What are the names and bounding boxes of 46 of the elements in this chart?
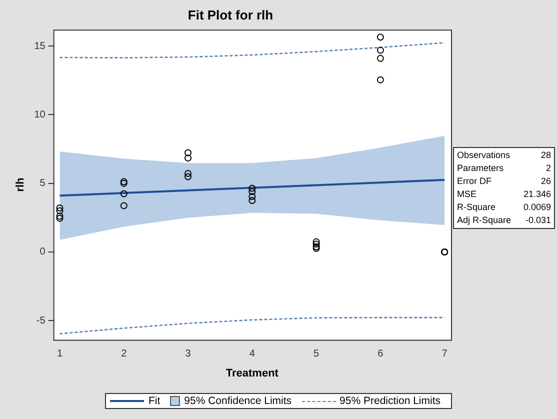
point bbox=[376, 34, 384, 41]
x-tick-label: 3 bbox=[185, 348, 192, 360]
point bbox=[248, 196, 256, 204]
x-axis-title: Treatment bbox=[226, 367, 279, 380]
x-tick-label: 4 bbox=[249, 348, 256, 360]
y-tick-label: 0 bbox=[40, 246, 46, 258]
text: R-Square 0.0069 bbox=[457, 202, 551, 212]
y-tick-label: -5 bbox=[36, 315, 46, 326]
point bbox=[184, 154, 192, 162]
point bbox=[248, 184, 256, 192]
point bbox=[56, 214, 64, 222]
text: Observations 28 bbox=[457, 150, 551, 160]
line-series bbox=[59, 316, 446, 334]
text: Parameters 2 bbox=[457, 163, 551, 173]
point bbox=[312, 238, 320, 246]
point bbox=[56, 207, 64, 214]
point bbox=[248, 188, 256, 196]
text: Adj R-Square -0.031 bbox=[457, 215, 551, 225]
point bbox=[376, 46, 384, 54]
point bbox=[184, 170, 192, 177]
legend-label: Fit bbox=[148, 395, 160, 407]
x-tick-label: 7 bbox=[442, 348, 448, 360]
line-series bbox=[59, 42, 446, 58]
point bbox=[120, 190, 128, 198]
point bbox=[56, 212, 64, 220]
x-tick-label: 5 bbox=[314, 348, 320, 360]
point bbox=[184, 149, 192, 156]
x-tick-label: 1 bbox=[56, 348, 63, 360]
point bbox=[248, 193, 256, 200]
point bbox=[376, 76, 384, 84]
x-tick-label: 2 bbox=[121, 348, 128, 360]
point bbox=[120, 202, 128, 210]
x-tick-label: 6 bbox=[378, 348, 384, 360]
y-axis-title: rlh bbox=[14, 177, 27, 192]
text: MSE 21.346 bbox=[457, 189, 551, 199]
y-tick-label: 10 bbox=[34, 109, 46, 120]
legend-label: 95% Confidence Limits bbox=[184, 395, 292, 407]
y-tick-label: 15 bbox=[34, 40, 46, 52]
chart-title: Fit Plot for rlh bbox=[188, 7, 274, 22]
y-tick-label: 5 bbox=[40, 178, 46, 190]
point bbox=[312, 240, 320, 248]
legend-label: 95% Prediction Limits bbox=[340, 395, 441, 407]
text: Error DF 26 bbox=[457, 176, 551, 186]
point bbox=[376, 54, 384, 62]
point bbox=[56, 204, 64, 212]
point bbox=[184, 173, 192, 180]
